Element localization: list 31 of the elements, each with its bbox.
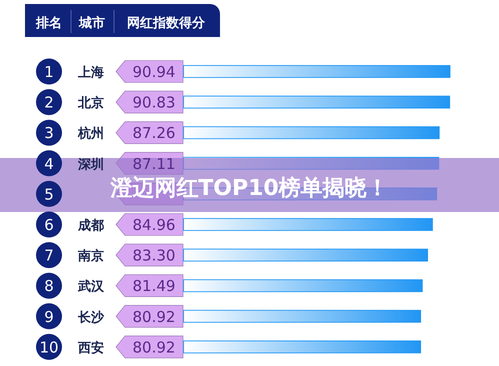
text: 5 — [44, 185, 54, 204]
y-tick-label: 上海 — [77, 66, 104, 80]
y-tick-label: 长沙 — [77, 310, 105, 326]
y-tick-label: 武汉 — [77, 280, 105, 295]
text: 10 — [39, 338, 59, 356]
y-tick-label: 南京 — [77, 248, 104, 264]
y-tick-label: 西安 — [77, 340, 104, 356]
text: 3 — [44, 124, 54, 142]
text: 排名 — [35, 16, 62, 31]
data-label: 80.92 — [132, 308, 176, 326]
data-label: 81.49 — [132, 277, 176, 296]
data-label: 87.11 — [132, 154, 176, 173]
y-tick-label: 成都 — [77, 218, 104, 234]
text: 1 — [44, 63, 54, 81]
text: 9 — [44, 308, 54, 326]
text: 城市 — [78, 15, 105, 31]
text: 8 — [44, 277, 54, 296]
y-tick-label: 北京 — [77, 95, 104, 112]
text: 网红指数得分 — [127, 16, 206, 31]
data-label: 83.30 — [132, 246, 176, 265]
text: 7 — [44, 246, 54, 265]
text: 4 — [44, 154, 54, 173]
data-label: 80.92 — [132, 338, 176, 356]
data-label: 90.94 — [132, 63, 176, 81]
y-tick-label: 深圳 — [77, 157, 104, 172]
text: 6 — [44, 216, 54, 234]
y-tick-label: 杭州 — [77, 126, 104, 142]
data-label: 84.96 — [132, 216, 176, 234]
text: 2 — [44, 94, 54, 112]
data-label: 90.83 — [132, 94, 176, 112]
data-label: 87.26 — [132, 124, 176, 142]
